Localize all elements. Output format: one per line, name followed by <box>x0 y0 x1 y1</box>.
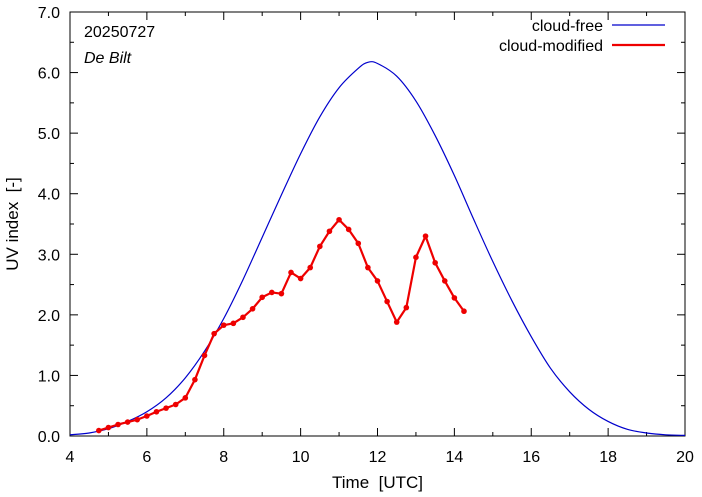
data-point-cloud-modified <box>413 254 419 261</box>
y-tick-label: 1.0 <box>38 368 60 385</box>
x-tick-label: 10 <box>292 449 310 466</box>
data-point-cloud-modified <box>326 228 333 235</box>
y-tick-label: 0.0 <box>38 429 60 446</box>
x-tick-label: 16 <box>522 449 540 466</box>
plot-frame <box>69 11 686 437</box>
x-tick-label: 18 <box>599 449 617 466</box>
data-point-cloud-modified <box>461 308 467 315</box>
data-point-cloud-modified <box>134 416 141 423</box>
x-tick-label: 20 <box>676 449 694 466</box>
data-point-cloud-modified <box>384 298 390 305</box>
legend-label-cloud-modified: cloud-modified <box>499 38 603 55</box>
data-point-cloud-modified <box>278 290 285 297</box>
data-point-cloud-modified <box>432 259 438 266</box>
data-point-cloud-modified <box>249 306 256 312</box>
series-line-cloud-modified <box>98 218 465 432</box>
data-point-cloud-modified <box>105 424 112 431</box>
data-point-cloud-modified <box>124 419 131 425</box>
y-axis-title: UV index [-] <box>3 177 22 271</box>
station-label: De Bilt <box>84 50 132 67</box>
data-point-cloud-modified <box>288 269 294 276</box>
data-point-cloud-modified <box>355 240 362 247</box>
data-point-cloud-modified <box>422 233 429 239</box>
y-tick-label: 5.0 <box>38 126 60 143</box>
data-point-cloud-modified <box>259 294 265 301</box>
axis-ticks <box>69 11 686 437</box>
y-tick-label: 3.0 <box>38 247 60 264</box>
y-tick-labels: 0.0 1.0 2.0 3.0 4.0 5.0 6.0 7.0 <box>38 5 60 446</box>
data-point-cloud-modified <box>211 330 217 337</box>
x-tick-label: 6 <box>142 449 151 466</box>
data-point-cloud-modified <box>201 352 208 359</box>
data-point-cloud-modified <box>153 408 160 415</box>
data-point-cloud-modified <box>268 289 275 296</box>
data-point-cloud-modified <box>172 401 179 408</box>
data-point-cloud-modified <box>441 278 448 284</box>
data-point-cloud-modified <box>451 295 458 301</box>
series-line-cloud-free <box>69 61 686 436</box>
y-tick-label: 7.0 <box>38 5 60 22</box>
x-axis-title: Time [UTC] <box>332 473 423 492</box>
legend: cloud-free cloud-modified <box>499 18 665 55</box>
data-point-cloud-modified <box>230 320 237 327</box>
data-point-cloud-modified <box>365 264 371 271</box>
data-point-cloud-modified <box>393 319 400 325</box>
x-tick-label: 4 <box>66 449 75 466</box>
y-tick-label: 4.0 <box>38 187 60 204</box>
data-point-cloud-modified <box>374 278 381 284</box>
data-point-cloud-modified <box>345 226 352 233</box>
series-layer <box>69 61 686 436</box>
data-point-cloud-modified <box>403 304 410 311</box>
x-tick-label: 14 <box>445 449 463 466</box>
x-tick-label: 8 <box>219 449 228 466</box>
data-point-cloud-modified <box>240 314 246 321</box>
legend-label-cloud-free: cloud-free <box>532 18 603 35</box>
x-tick-label: 12 <box>369 449 387 466</box>
data-point-cloud-modified <box>115 421 121 428</box>
data-point-cloud-modified <box>192 376 198 383</box>
y-tick-label: 2.0 <box>38 308 60 325</box>
data-point-cloud-modified <box>96 427 102 434</box>
data-point-cloud-modified <box>182 395 189 401</box>
data-point-cloud-modified <box>297 275 304 282</box>
data-point-cloud-modified <box>307 264 314 271</box>
data-point-cloud-modified <box>317 243 323 250</box>
date-label: 20250727 <box>84 24 155 41</box>
y-tick-label: 6.0 <box>38 66 60 83</box>
data-point-cloud-modified <box>163 405 169 411</box>
data-point-cloud-modified <box>336 216 342 223</box>
x-tick-labels: 4 6 8 10 12 14 16 18 20 <box>66 449 694 466</box>
data-point-cloud-modified <box>220 322 227 328</box>
data-point-cloud-modified <box>144 413 150 419</box>
